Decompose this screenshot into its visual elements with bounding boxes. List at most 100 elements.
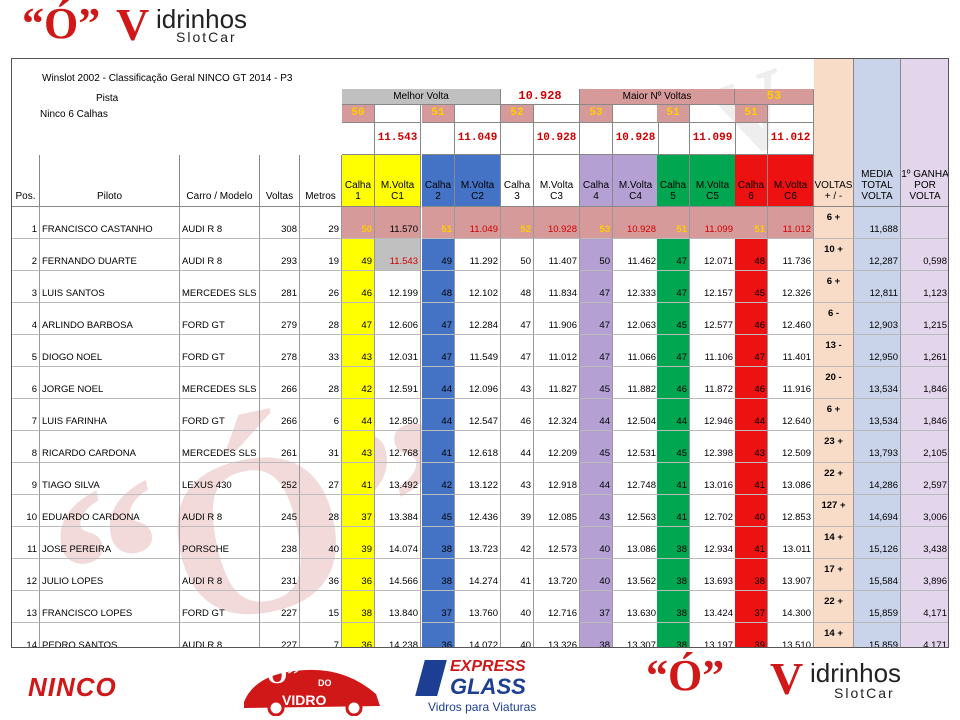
cell-ganha: 2,597 bbox=[901, 463, 948, 495]
cell-mvolta: 12.606 bbox=[375, 303, 421, 335]
cell-calha-laps: 45 bbox=[580, 431, 613, 463]
cell-mvolta: 13.510 bbox=[768, 623, 814, 647]
cell-calha-laps: 44 bbox=[580, 399, 613, 431]
cell-calha-laps: 46 bbox=[735, 367, 768, 399]
calha-best-spacer bbox=[342, 123, 375, 155]
express-glass-logo: EXPRESS GLASS Vidros para Viaturas bbox=[415, 656, 590, 716]
col-header-calha: Calha 4 bbox=[580, 155, 613, 207]
cell-calha-laps: 50 bbox=[342, 207, 375, 239]
top-logo-bar: “Ó” V idrinhos SlotCar bbox=[0, 0, 960, 52]
cell-mvolta: 14.274 bbox=[455, 559, 501, 591]
pista-label: Pista bbox=[96, 93, 119, 104]
calha-best-lap: 11.099 bbox=[690, 123, 736, 155]
cell-mvolta: 12.748 bbox=[613, 463, 659, 495]
cell-pos: 4 bbox=[12, 303, 40, 335]
cell-calha-laps: 40 bbox=[735, 495, 768, 527]
cell-mvolta: 11.407 bbox=[534, 239, 580, 271]
col-header-voltas-pm: VOLTAS + / - bbox=[814, 59, 854, 207]
cell-calha-laps: 47 bbox=[422, 303, 455, 335]
cell-voltas-pm: 6 + bbox=[814, 271, 854, 303]
cell-mvolta: 11.872 bbox=[690, 367, 736, 399]
cell-calha-laps: 47 bbox=[657, 335, 690, 367]
cell-mvolta: 12.702 bbox=[690, 495, 736, 527]
cell-voltas: 266 bbox=[260, 399, 300, 431]
cell-mvolta: 12.768 bbox=[375, 431, 421, 463]
calha-best-lap: 10.928 bbox=[613, 123, 659, 155]
cell-metros: 29 bbox=[300, 207, 342, 239]
cell-pos: 14 bbox=[12, 623, 40, 647]
cell-calha-laps: 51 bbox=[735, 207, 768, 239]
cell-calha-laps: 36 bbox=[422, 623, 455, 647]
calha-max-spacer bbox=[613, 105, 659, 123]
cell-mvolta: 12.324 bbox=[534, 399, 580, 431]
cell-mvolta: 13.562 bbox=[613, 559, 659, 591]
cell-voltas-pm: 14 + bbox=[814, 623, 854, 647]
o-do-vidro-logo: “Ó” bbox=[22, 0, 101, 48]
cell-carro: FORD GT bbox=[180, 399, 260, 431]
cell-voltas-pm: 127 + bbox=[814, 495, 854, 527]
cell-mvolta: 12.946 bbox=[690, 399, 736, 431]
cell-calha-laps: 46 bbox=[501, 399, 534, 431]
melhor-volta-label: Melhor Volta bbox=[342, 89, 501, 105]
cell-carro: AUDI R 8 bbox=[180, 559, 260, 591]
cell-mvolta: 12.063 bbox=[613, 303, 659, 335]
cell-voltas: 231 bbox=[260, 559, 300, 591]
cell-piloto: JORGE NOEL bbox=[40, 367, 180, 399]
cell-calha-laps: 37 bbox=[735, 591, 768, 623]
cell-calha-laps: 44 bbox=[735, 399, 768, 431]
cell-mvolta: 12.934 bbox=[690, 527, 736, 559]
cell-calha-laps: 36 bbox=[342, 559, 375, 591]
cell-voltas: 281 bbox=[260, 271, 300, 303]
cell-mvolta: 11.292 bbox=[455, 239, 501, 271]
cell-carro: AUDI R 8 bbox=[180, 623, 260, 647]
calha-max-spacer bbox=[768, 105, 814, 123]
cell-calha-laps: 37 bbox=[342, 495, 375, 527]
cell-mvolta: 13.492 bbox=[375, 463, 421, 495]
cell-pos: 3 bbox=[12, 271, 40, 303]
calha-best-spacer bbox=[657, 123, 690, 155]
cell-mvolta: 11.049 bbox=[455, 207, 501, 239]
col-header-mvolta: M.Volta C4 bbox=[613, 155, 659, 207]
cell-voltas: 266 bbox=[260, 367, 300, 399]
cell-calha-laps: 38 bbox=[735, 559, 768, 591]
cell-metros: 19 bbox=[300, 239, 342, 271]
cell-calha-laps: 53 bbox=[580, 207, 613, 239]
cell-media: 12,811 bbox=[854, 271, 901, 303]
cell-calha-laps: 40 bbox=[580, 559, 613, 591]
cell-piloto: FRANCISCO CASTANHO bbox=[40, 207, 180, 239]
cell-calha-laps: 39 bbox=[501, 495, 534, 527]
cell-mvolta: 12.102 bbox=[455, 271, 501, 303]
cell-metros: 26 bbox=[300, 271, 342, 303]
cell-mvolta: 12.640 bbox=[768, 399, 814, 431]
cell-ganha: 1,846 bbox=[901, 367, 948, 399]
ninco-logo: NINCO bbox=[28, 672, 117, 702]
cell-mvolta: 11.106 bbox=[690, 335, 736, 367]
cell-calha-laps: 47 bbox=[580, 335, 613, 367]
melhor-volta-value: 10.928 bbox=[501, 89, 580, 105]
cell-metros: 7 bbox=[300, 623, 342, 647]
cell-voltas-pm: 6 + bbox=[814, 399, 854, 431]
cell-mvolta: 11.906 bbox=[534, 303, 580, 335]
cell-mvolta: 12.031 bbox=[375, 335, 421, 367]
cell-calha-laps: 46 bbox=[657, 367, 690, 399]
cell-mvolta: 10.928 bbox=[613, 207, 659, 239]
cell-calha-laps: 41 bbox=[657, 495, 690, 527]
cell-piloto: TIAGO SILVA bbox=[40, 463, 180, 495]
cell-ganha: 3,438 bbox=[901, 527, 948, 559]
calha-max-laps: 51 bbox=[657, 105, 690, 123]
cell-calha-laps: 40 bbox=[580, 527, 613, 559]
cell-calha-laps: 44 bbox=[422, 367, 455, 399]
cell-calha-laps: 38 bbox=[422, 527, 455, 559]
cell-mvolta: 12.577 bbox=[690, 303, 736, 335]
cell-ganha: 2,105 bbox=[901, 431, 948, 463]
cell-mvolta: 11.012 bbox=[768, 207, 814, 239]
cell-mvolta: 10.928 bbox=[534, 207, 580, 239]
cell-calha-laps: 41 bbox=[735, 527, 768, 559]
cell-mvolta: 11.401 bbox=[768, 335, 814, 367]
cell-media: 12,287 bbox=[854, 239, 901, 271]
cell-mvolta: 13.122 bbox=[455, 463, 501, 495]
cell-calha-laps: 52 bbox=[501, 207, 534, 239]
cell-calha-laps: 38 bbox=[657, 623, 690, 647]
cell-calha-laps: 37 bbox=[422, 591, 455, 623]
cell-voltas: 278 bbox=[260, 335, 300, 367]
